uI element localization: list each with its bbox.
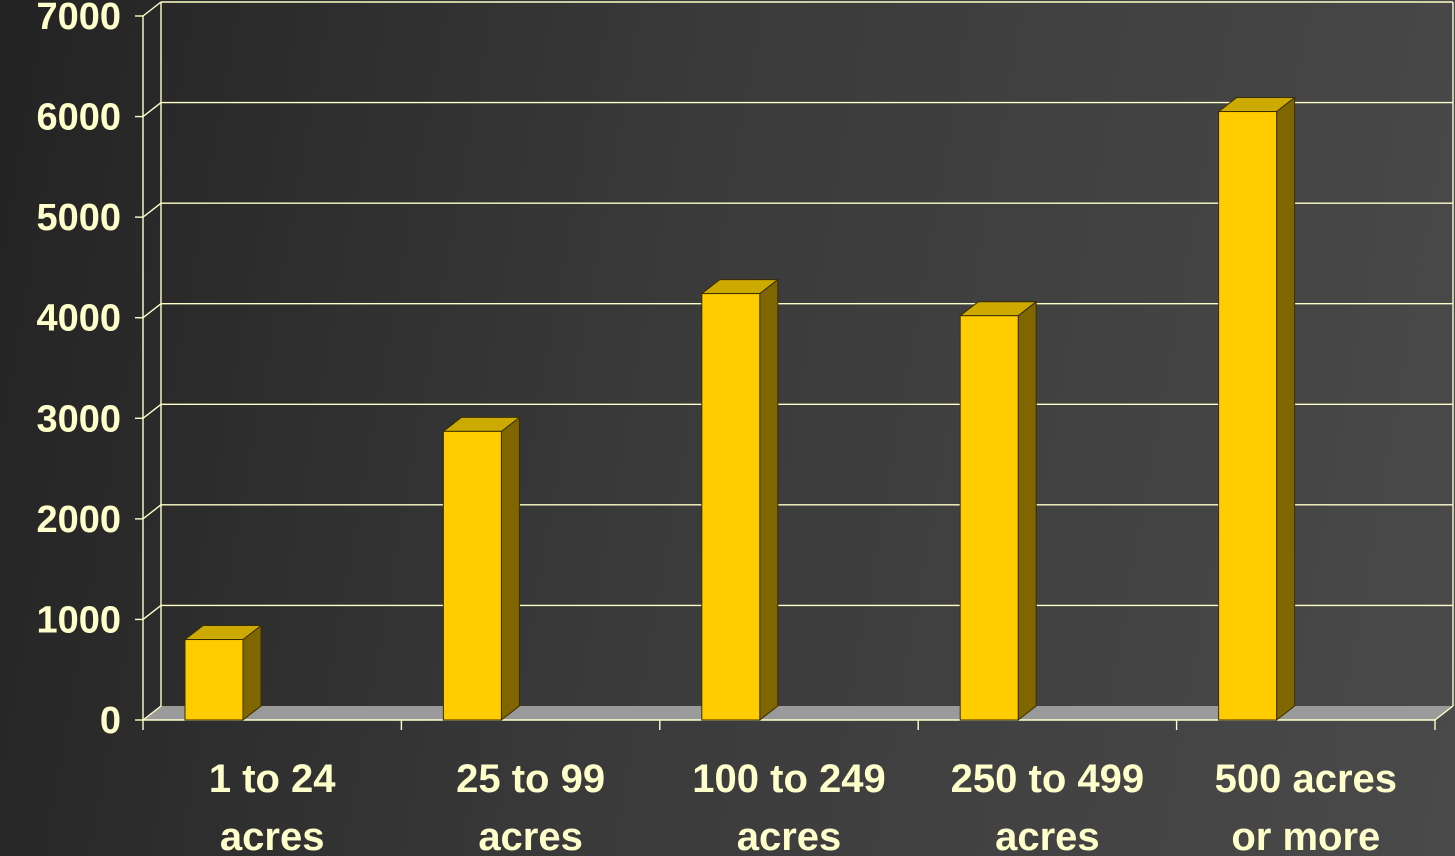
bar [441,416,521,722]
bar-side [1017,300,1037,722]
bar-side [500,416,520,722]
x-tick-label: 500 acres [1215,757,1397,801]
bar-side [242,624,262,722]
y-tick-label: 7000 [36,0,121,38]
gridline-connector [142,102,162,118]
y-tick-label: 0 [100,700,121,742]
gridline-connector [142,303,162,319]
gridline-connector [142,504,162,520]
y-tick-label: 2000 [36,499,121,541]
x-axis-edge [1434,705,1454,721]
bar [958,300,1038,722]
bars [183,96,1297,722]
bar-front [442,430,502,721]
x-tick-label: 1 to 24 [209,757,336,801]
y-tick-label: 3000 [36,398,121,440]
bar-front [184,639,244,721]
x-tick-label: 100 to 249 [692,757,885,801]
x-tick-label: 25 to 99 [456,757,605,801]
gridline-connector [142,403,162,419]
x-tick-label: acres [220,815,325,856]
y-tick-label: 6000 [36,97,121,139]
bar [183,624,263,722]
gridline-connector [142,1,162,17]
gridline-connector [142,705,162,721]
gridline-connector [142,604,162,620]
bar [700,278,780,722]
x-tick-label: acres [995,815,1100,856]
x-tick-label: acres [478,815,583,856]
x-tick-label: acres [737,815,842,856]
bar [1217,96,1297,722]
y-tick-label: 5000 [36,197,121,239]
bar-front [1218,111,1278,721]
bar-front [959,315,1019,721]
y-tick-label: 1000 [36,599,121,641]
x-tick-label: 250 to 499 [951,757,1144,801]
gridline-connector [142,202,162,218]
y-tick-label: 4000 [36,298,121,340]
bar-side [759,278,779,722]
bar-side [1276,96,1296,722]
labels: 0 1000 2000 3000 4000 5000 6000 7000 1 to 24 acre… [36,0,1397,856]
bar-front [701,293,761,721]
x-tick-label: or more [1231,815,1380,856]
